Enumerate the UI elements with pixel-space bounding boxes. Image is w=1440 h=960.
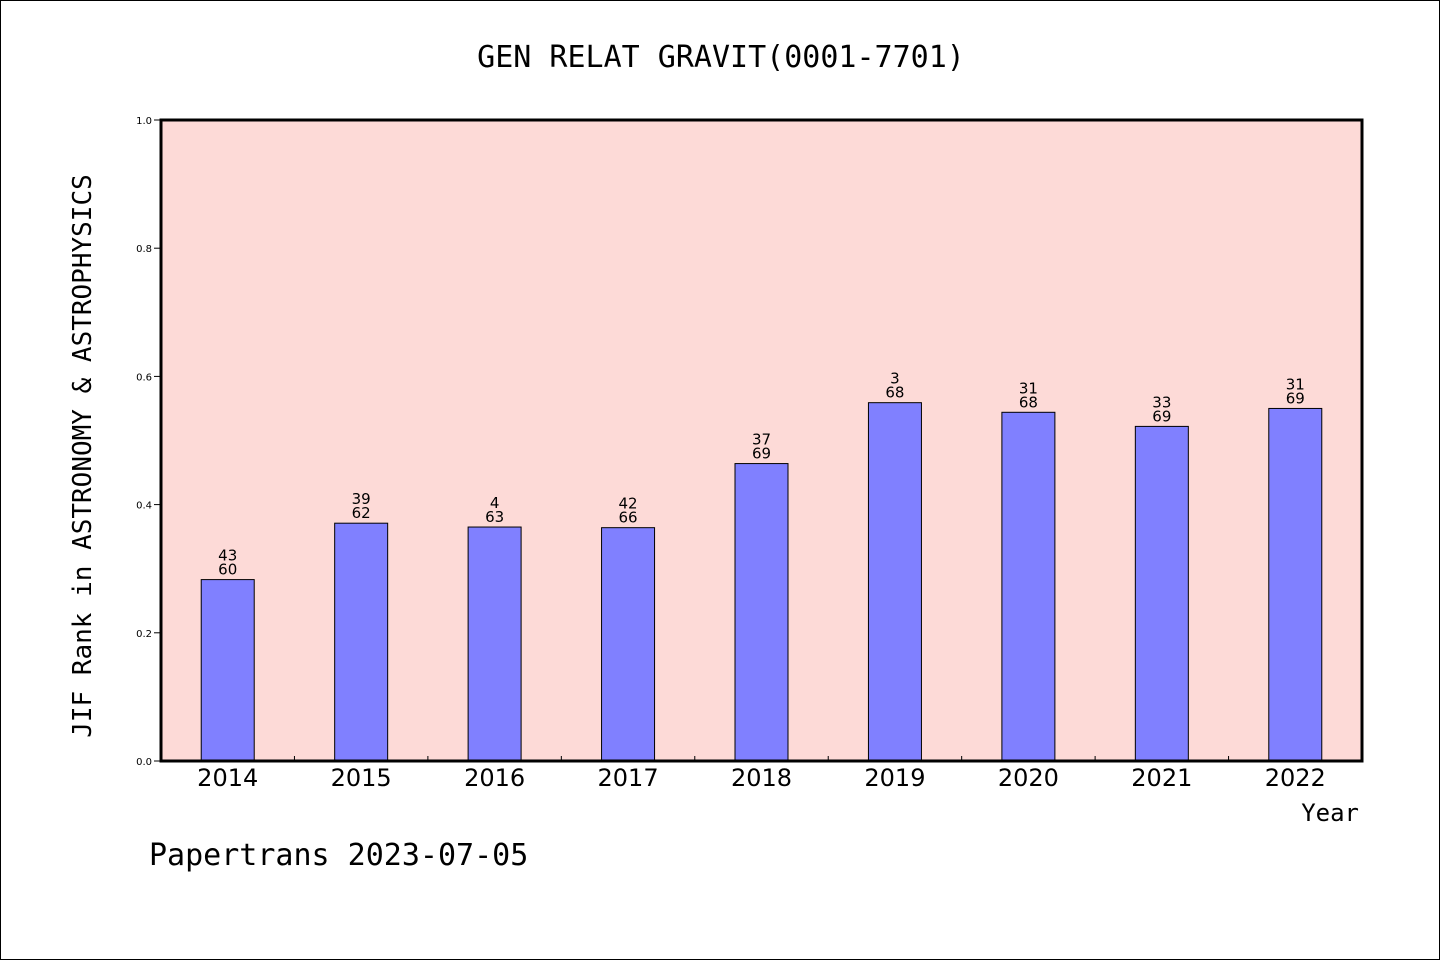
bars-layer bbox=[200, 402, 1323, 762]
bar-label-total-2022: 69 bbox=[1286, 389, 1305, 407]
bar-label-total-2018: 69 bbox=[752, 445, 771, 463]
bar-label-rank-2019: 3 bbox=[890, 370, 900, 388]
bar-2021 bbox=[1134, 425, 1189, 762]
bar-2022 bbox=[1268, 407, 1323, 762]
x-tick-label-2018: 2018 bbox=[731, 764, 792, 792]
x-tick-label-2017: 2017 bbox=[598, 764, 659, 792]
bar-label-rank-2017: 42 bbox=[619, 495, 638, 513]
bar-label-total-2019: 68 bbox=[885, 384, 904, 402]
y-tick-label: 0.2 bbox=[136, 629, 152, 640]
bar-2019 bbox=[867, 402, 922, 762]
bar-2014 bbox=[200, 579, 255, 762]
bar-label-total-2021: 69 bbox=[1152, 407, 1171, 425]
bar-label-rank-2014: 43 bbox=[218, 547, 237, 565]
bar-label-total-2014: 60 bbox=[218, 561, 237, 579]
x-tick-label-2020: 2020 bbox=[998, 764, 1059, 792]
bar-label-rank-2020: 31 bbox=[1019, 379, 1038, 397]
x-tick-label-2022: 2022 bbox=[1265, 764, 1326, 792]
plot-border bbox=[159, 118, 1364, 763]
bar-2016 bbox=[467, 526, 522, 762]
chart-title: GEN RELAT GRAVIT(0001-7701) bbox=[477, 40, 965, 75]
y-axis-label: JIF Rank in ASTRONOMY & ASTROPHYSICS bbox=[68, 174, 98, 738]
y-tick-label: 0.6 bbox=[136, 372, 152, 383]
y-tick-label: 0.0 bbox=[136, 757, 152, 768]
bar-label-total-2020: 68 bbox=[1019, 393, 1038, 411]
y-axis: 0.0 0.2 0.4 0.6 0.8 1.0 bbox=[136, 116, 161, 768]
y-tick-label: 0.8 bbox=[136, 244, 152, 255]
bar-label-total-2015: 62 bbox=[352, 504, 371, 522]
bar-label-rank-2021: 33 bbox=[1152, 393, 1171, 411]
bar-label-rank-2018: 37 bbox=[752, 431, 771, 449]
x-tick-label-2021: 2021 bbox=[1131, 764, 1192, 792]
bar-label-total-2016: 63 bbox=[485, 508, 504, 526]
x-tick-label-2016: 2016 bbox=[464, 764, 525, 792]
bar-label-rank-2016: 4 bbox=[490, 494, 500, 512]
y-tick-label: 0.4 bbox=[136, 501, 152, 512]
x-axis-label: Year bbox=[1301, 799, 1359, 827]
bar-2018 bbox=[734, 463, 789, 762]
x-axis: 2014 2015 2016 2017 2018 2019 2020 2021 2022 bbox=[197, 756, 1326, 792]
bar-label-rank-2022: 31 bbox=[1286, 375, 1305, 393]
bar-label-rank-2015: 39 bbox=[352, 490, 371, 508]
y-tick-label: 1.0 bbox=[136, 116, 152, 127]
x-tick-label-2015: 2015 bbox=[331, 764, 392, 792]
footer-credit: Papertrans 2023-07-05 bbox=[149, 838, 528, 873]
bar-2017 bbox=[601, 527, 656, 762]
x-tick-label-2019: 2019 bbox=[864, 764, 925, 792]
x-tick-label-2014: 2014 bbox=[197, 764, 258, 792]
bar-label-total-2017: 66 bbox=[619, 509, 638, 527]
bar-2020 bbox=[1001, 411, 1056, 762]
bar-2015 bbox=[334, 522, 389, 762]
